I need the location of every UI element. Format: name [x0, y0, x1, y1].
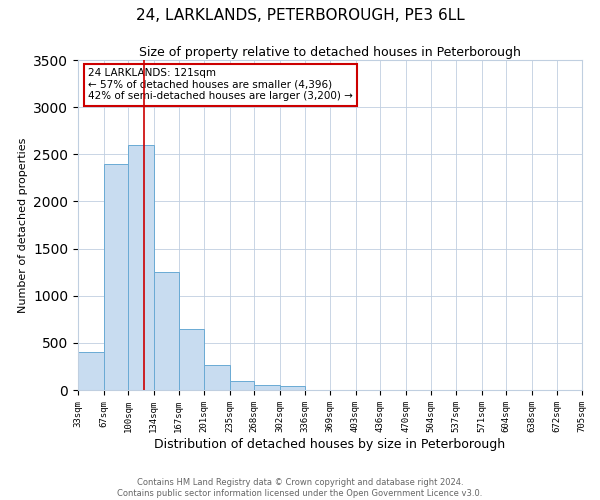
Title: Size of property relative to detached houses in Peterborough: Size of property relative to detached ho… [139, 46, 521, 59]
X-axis label: Distribution of detached houses by size in Peterborough: Distribution of detached houses by size … [154, 438, 506, 450]
Bar [154, 272, 179, 390]
Bar [78, 352, 104, 390]
Text: Contains HM Land Registry data © Crown copyright and database right 2024.
Contai: Contains HM Land Registry data © Crown c… [118, 478, 482, 498]
Bar [179, 328, 204, 390]
Bar [104, 164, 128, 390]
Text: 24, LARKLANDS, PETERBOROUGH, PE3 6LL: 24, LARKLANDS, PETERBOROUGH, PE3 6LL [136, 8, 464, 22]
Bar [280, 386, 305, 390]
Bar [229, 380, 254, 390]
Bar [204, 366, 229, 390]
Bar [128, 145, 154, 390]
Bar [254, 386, 280, 390]
Y-axis label: Number of detached properties: Number of detached properties [17, 138, 28, 312]
Text: 24 LARKLANDS: 121sqm
← 57% of detached houses are smaller (4,396)
42% of semi-de: 24 LARKLANDS: 121sqm ← 57% of detached h… [88, 68, 353, 102]
